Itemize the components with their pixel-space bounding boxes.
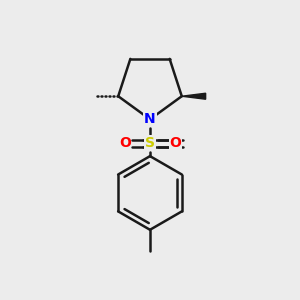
Text: S: S bbox=[145, 136, 155, 150]
Text: N: N bbox=[144, 112, 156, 126]
Text: O: O bbox=[119, 136, 131, 150]
Polygon shape bbox=[182, 93, 206, 99]
Text: O: O bbox=[169, 136, 181, 150]
